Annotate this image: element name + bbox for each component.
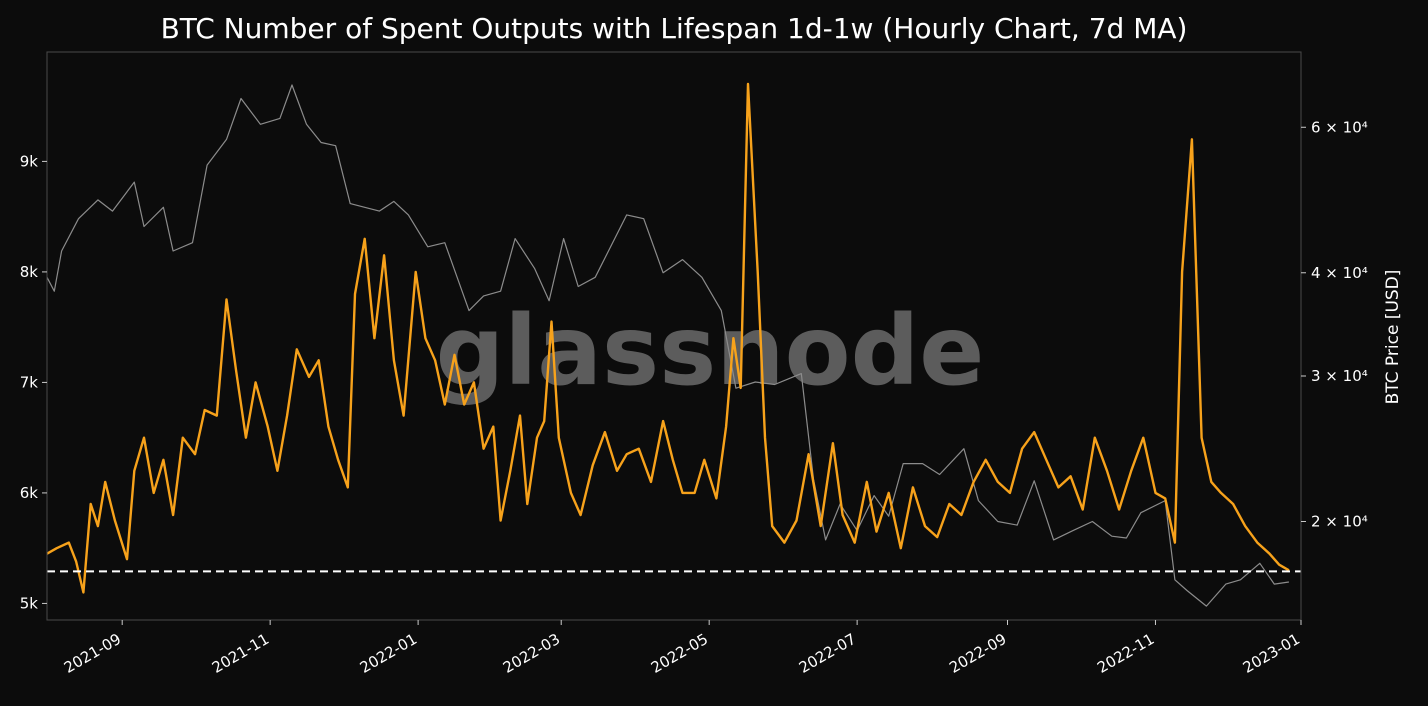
- spent-outputs-line: [46, 82, 1290, 594]
- spent-outputs-series: [46, 82, 1290, 594]
- y-right-tick-label: 2 × 10⁴: [1311, 513, 1368, 531]
- y-left-tick-label: 6k: [20, 484, 39, 502]
- y-axis-left: 5k 6k 7k 8k 9k: [20, 152, 47, 612]
- y-left-tick-label: 5k: [20, 594, 39, 612]
- chart-title: BTC Number of Spent Outputs with Lifespa…: [161, 12, 1188, 45]
- y-axis-right: 2 × 10⁴ 3 × 10⁴ 4 × 10⁴ 6 × 10⁴: [1301, 118, 1368, 531]
- plot-area: glassnode: [46, 51, 1302, 621]
- plot-frame: [46, 51, 1302, 621]
- y-left-tick-label: 7k: [20, 373, 39, 391]
- btc-price-line: [46, 84, 1289, 607]
- y-axis-right-label: BTC Price [USD]: [1383, 270, 1403, 405]
- y-right-tick-label: 3 × 10⁴: [1311, 367, 1368, 385]
- y-right-tick-label: 4 × 10⁴: [1311, 264, 1368, 282]
- price-series: [46, 84, 1289, 607]
- y-left-tick-label: 9k: [20, 152, 39, 170]
- y-left-tick-label: 8k: [20, 263, 39, 281]
- watermark: glassnode: [436, 295, 985, 407]
- y-right-tick-label: 6 × 10⁴: [1311, 118, 1368, 136]
